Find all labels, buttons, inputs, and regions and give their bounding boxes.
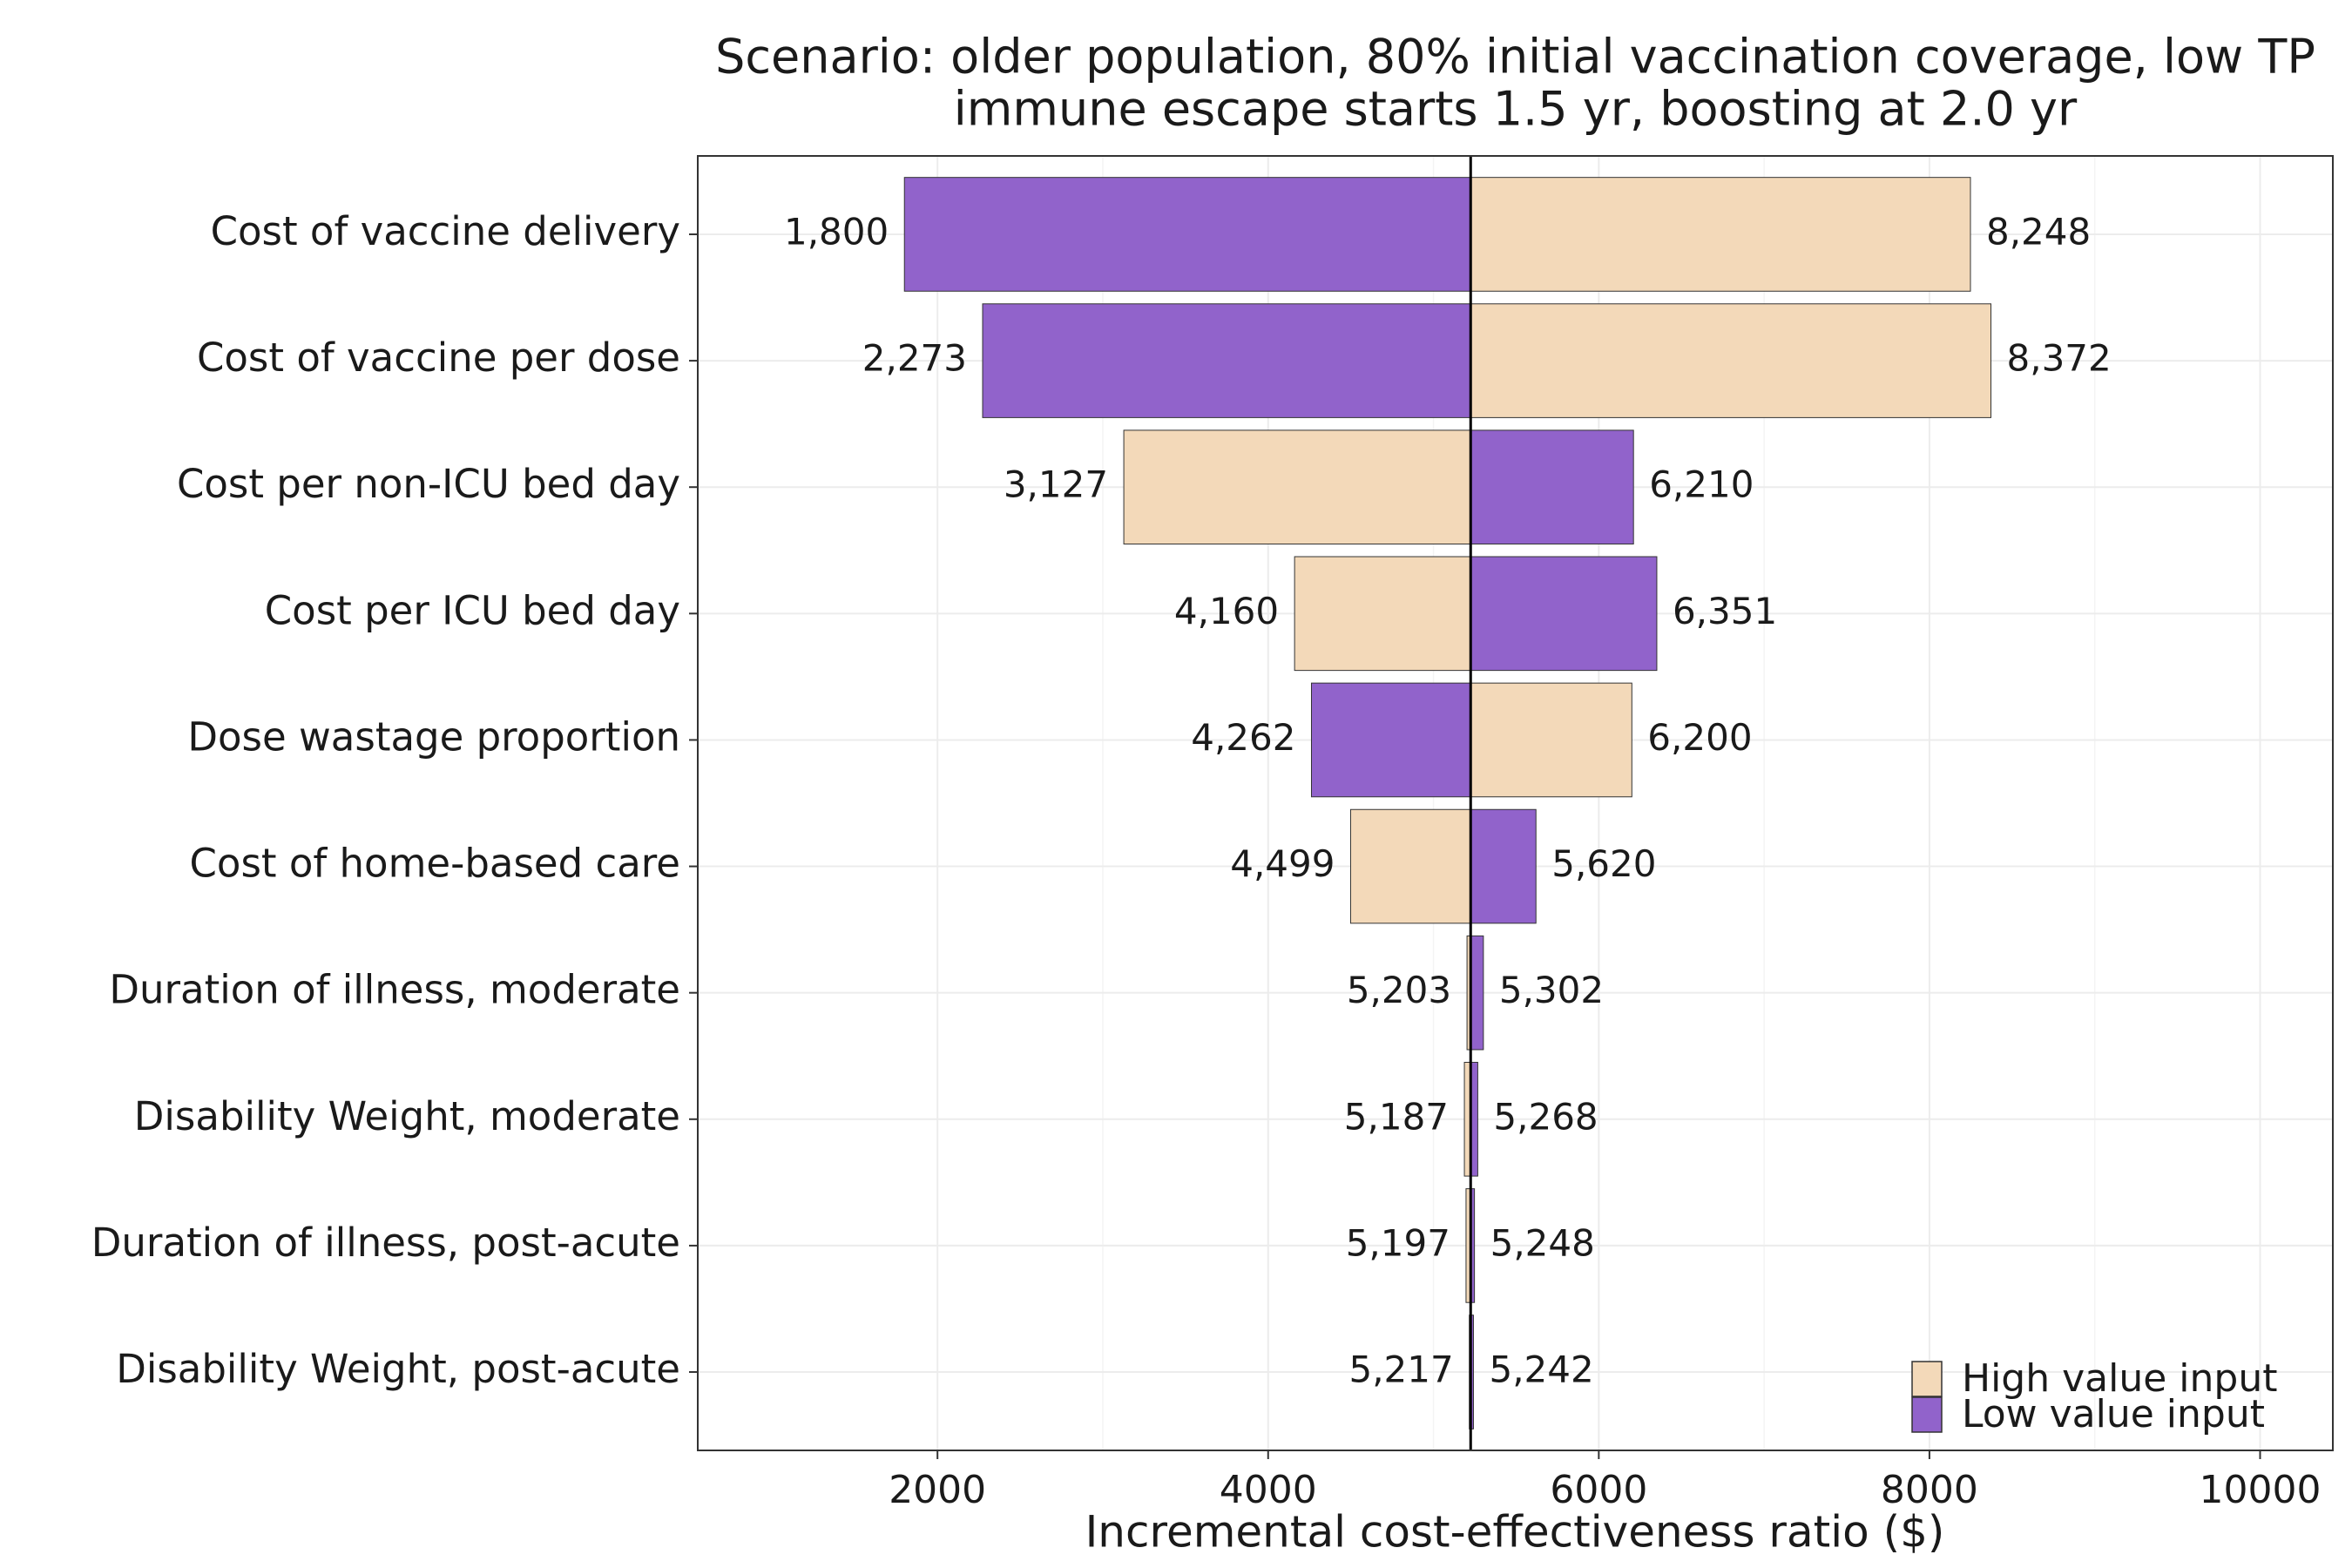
value-label: 5,203 — [1347, 969, 1451, 1011]
value-label: 6,351 — [1673, 590, 1777, 632]
plot-border — [697, 155, 2334, 1451]
value-label: 5,197 — [1346, 1221, 1450, 1264]
y-tick-label: Disability Weight, moderate — [134, 1093, 680, 1139]
bar — [1310, 682, 1471, 798]
value-label: 8,248 — [1986, 210, 2091, 253]
x-tick-label: 4000 — [1220, 1468, 1317, 1512]
bar — [1470, 429, 1634, 545]
bar — [982, 303, 1471, 418]
bar — [1349, 808, 1471, 924]
value-label: 8,372 — [2007, 337, 2112, 380]
x-tick-label: 2000 — [889, 1468, 986, 1512]
chart-title: Scenario: older population, 80% initial … — [715, 30, 2315, 84]
y-tick-label: Duration of illness, post-acute — [91, 1220, 680, 1266]
bar — [1470, 303, 1992, 418]
value-label: 5,217 — [1348, 1348, 1453, 1391]
value-label: 4,262 — [1191, 716, 1295, 759]
value-label: 5,268 — [1493, 1095, 1598, 1138]
value-label: 5,620 — [1551, 842, 1656, 885]
x-tick-label: 10000 — [2200, 1468, 2322, 1512]
value-label: 6,210 — [1649, 463, 1754, 506]
value-label: 4,499 — [1230, 842, 1335, 885]
legend-label: High value input — [1962, 1356, 2277, 1401]
bar — [1470, 556, 1658, 672]
bar — [1470, 177, 1971, 292]
x-axis-title: Incremental cost-effectiveness ratio ($) — [1085, 1507, 1945, 1558]
y-tick-label: Cost of home-based care — [190, 841, 681, 887]
y-tick-label: Dose wastage proportion — [187, 713, 680, 760]
x-tick-label: 6000 — [1550, 1468, 1647, 1512]
legend-swatch — [1911, 1396, 1943, 1433]
bar — [1294, 556, 1471, 672]
y-tick-label: Cost per non-ICU bed day — [177, 461, 680, 507]
y-tick-label: Cost per ICU bed day — [265, 587, 680, 633]
legend-swatch — [1911, 1361, 1943, 1397]
y-tick-label: Cost of vaccine delivery — [211, 208, 680, 254]
value-label: 5,248 — [1490, 1221, 1595, 1264]
bar — [1470, 808, 1537, 924]
chart-subtitle: immune escape starts 1.5 yr, boosting at… — [954, 82, 2078, 137]
value-label: 5,302 — [1499, 969, 1604, 1011]
value-label: 5,187 — [1344, 1095, 1449, 1138]
value-label: 1,800 — [784, 210, 889, 253]
bar — [903, 177, 1471, 292]
y-tick-label: Disability Weight, post-acute — [116, 1346, 680, 1392]
value-label: 4,160 — [1174, 590, 1279, 632]
bar — [1470, 935, 1484, 1051]
y-tick-label: Cost of vaccine per dose — [197, 335, 680, 381]
x-tick-label: 8000 — [1881, 1468, 1978, 1512]
value-label: 3,127 — [1004, 463, 1108, 506]
value-label: 5,242 — [1489, 1348, 1593, 1391]
value-label: 2,273 — [862, 337, 967, 380]
value-label: 6,200 — [1647, 716, 1752, 759]
bar — [1123, 429, 1471, 545]
legend-label: Low value input — [1962, 1392, 2265, 1436]
bar — [1470, 682, 1632, 798]
y-tick-label: Duration of illness, moderate — [109, 967, 680, 1013]
